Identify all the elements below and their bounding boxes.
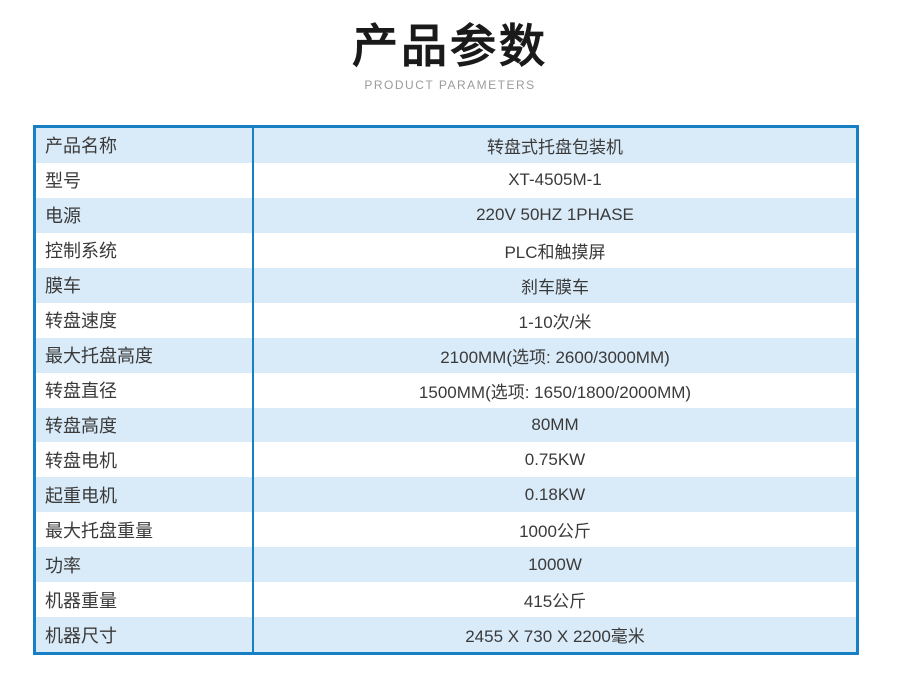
table-row: 转盘电机 0.75KW (36, 442, 856, 478)
spec-table: 产品名称 转盘式托盘包装机 型号 XT-4505M-1 电源 220V 50HZ… (33, 125, 859, 655)
spec-label: 控制系统 (36, 232, 254, 268)
spec-value: 1500MM(选项: 1650/1800/2000MM) (418, 382, 692, 402)
spec-value: 1-10次/米 (518, 312, 592, 332)
spec-label: 转盘直径 (36, 372, 254, 408)
spec-label: 型号 (36, 162, 254, 198)
spec-value: 415公斤 (523, 592, 587, 612)
spec-label: 产品名称 (36, 128, 254, 163)
spec-label: 机器尺寸 (36, 617, 254, 653)
spec-value: 2100MM(选项: 2600/3000MM) (440, 347, 670, 367)
spec-label: 功率 (36, 547, 254, 583)
table-row: 转盘速度 1-10次/米 (36, 302, 856, 338)
spec-value: 0.18KW (524, 484, 586, 504)
spec-label: 起重电机 (36, 477, 254, 513)
spec-label: 机器重量 (36, 582, 254, 618)
table-row: 转盘直径 1500MM(选项: 1650/1800/2000MM) (36, 372, 856, 408)
spec-value: 0.75KW (524, 449, 586, 469)
table-row: 控制系统 PLC和触摸屏 (36, 232, 856, 268)
spec-value: 1000W (528, 554, 582, 574)
spec-value: 80MM (531, 414, 579, 434)
table-row: 膜车 刹车膜车 (36, 267, 856, 303)
table-row: 功率 1000W (36, 547, 856, 583)
table-row: 转盘高度 80MM (36, 407, 856, 443)
table-row: 起重电机 0.18KW (36, 477, 856, 513)
page-title: 产品参数 (352, 20, 548, 72)
spec-value: XT-4505M-1 (508, 170, 602, 190)
spec-value: 1000公斤 (519, 522, 591, 542)
spec-value: PLC和触摸屏 (504, 242, 606, 262)
page-header: 产品参数 PRODUCT PARAMETERS (0, 0, 900, 92)
table-row: 机器尺寸 2455 X 730 X 2200毫米 (36, 617, 856, 653)
spec-label: 膜车 (36, 267, 254, 303)
spec-value: 转盘式托盘包装机 (487, 137, 623, 157)
table-row: 型号 XT-4505M-1 (36, 162, 856, 198)
spec-value: 刹车膜车 (521, 277, 589, 297)
spec-value: 220V 50HZ 1PHASE (476, 205, 634, 225)
table-row: 电源 220V 50HZ 1PHASE (36, 197, 856, 233)
page-subtitle: PRODUCT PARAMETERS (364, 77, 536, 92)
table-row: 机器重量 415公斤 (36, 582, 856, 618)
table-row: 产品名称 转盘式托盘包装机 (36, 128, 856, 163)
spec-label: 转盘高度 (36, 407, 254, 443)
spec-label: 最大托盘高度 (36, 337, 254, 373)
spec-label: 最大托盘重量 (36, 512, 254, 548)
table-row: 最大托盘高度 2100MM(选项: 2600/3000MM) (36, 337, 856, 373)
spec-label: 电源 (36, 197, 254, 233)
table-row: 最大托盘重量 1000公斤 (36, 512, 856, 548)
spec-label: 转盘电机 (36, 442, 254, 478)
spec-label: 转盘速度 (36, 302, 254, 338)
spec-value: 2455 X 730 X 2200毫米 (465, 627, 645, 647)
